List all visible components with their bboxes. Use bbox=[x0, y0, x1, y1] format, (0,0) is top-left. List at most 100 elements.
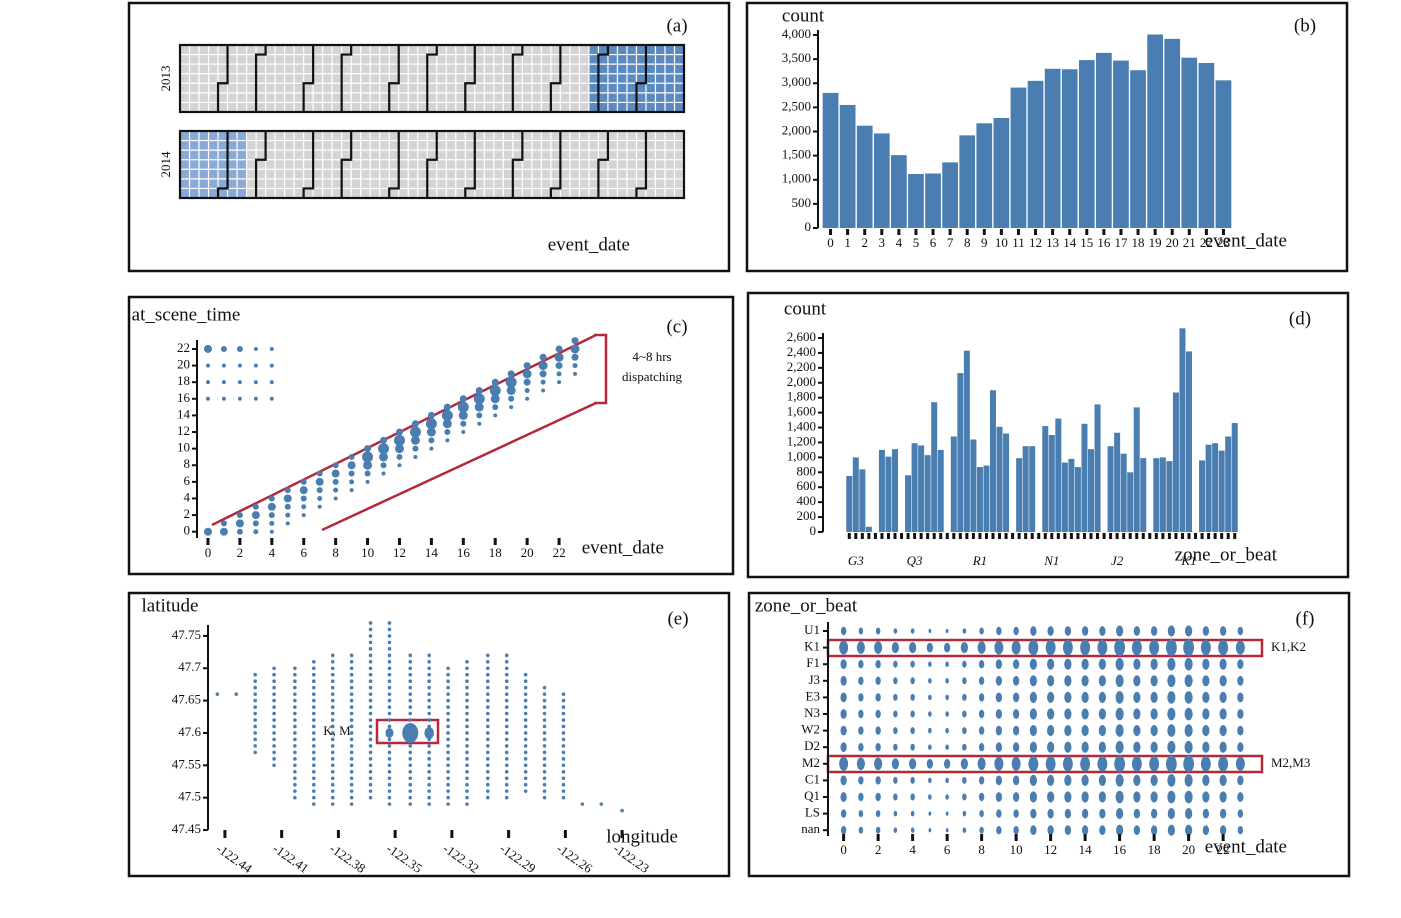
dot bbox=[368, 776, 373, 781]
point bbox=[523, 362, 531, 370]
dot bbox=[408, 672, 413, 677]
bubble bbox=[962, 677, 967, 685]
dot bbox=[349, 672, 354, 677]
point bbox=[300, 478, 307, 485]
month-boundary bbox=[302, 131, 315, 198]
dot bbox=[330, 744, 335, 748]
bubble bbox=[1098, 774, 1106, 787]
bubble bbox=[875, 726, 881, 735]
bubble bbox=[1149, 639, 1160, 656]
bubble bbox=[1047, 725, 1055, 737]
y-axis-title: count bbox=[784, 298, 827, 319]
bubble bbox=[1133, 626, 1141, 636]
dot bbox=[387, 802, 392, 806]
x-tick-label: 11 bbox=[1012, 235, 1025, 250]
category-tick bbox=[958, 533, 962, 539]
dot bbox=[523, 711, 528, 716]
bar bbox=[885, 456, 892, 532]
dot bbox=[387, 692, 392, 696]
bubble bbox=[1184, 674, 1193, 688]
bubble bbox=[1219, 658, 1227, 670]
dot bbox=[312, 776, 316, 781]
bubble bbox=[1184, 740, 1193, 754]
bubble bbox=[1114, 755, 1126, 773]
bubble bbox=[1047, 774, 1055, 787]
bubble bbox=[1131, 639, 1142, 656]
dot bbox=[427, 711, 431, 716]
category-tick bbox=[1148, 533, 1152, 539]
bubble bbox=[1047, 825, 1054, 836]
year-label: 2013 bbox=[158, 66, 173, 92]
dot bbox=[368, 653, 373, 658]
category-tick bbox=[863, 229, 867, 235]
dot bbox=[349, 737, 354, 742]
dot bbox=[523, 757, 528, 761]
x-tick-label: 23 bbox=[1217, 235, 1230, 250]
dot bbox=[446, 698, 450, 703]
dot bbox=[349, 705, 354, 709]
bubble bbox=[996, 626, 1002, 636]
y-tick-label: K1 bbox=[804, 639, 820, 654]
bar bbox=[950, 436, 957, 532]
bar bbox=[1061, 69, 1078, 228]
bubble bbox=[928, 777, 932, 784]
category-tick bbox=[1089, 533, 1093, 539]
category-tick bbox=[913, 533, 917, 539]
bubble bbox=[1029, 725, 1037, 737]
bubble bbox=[858, 743, 864, 752]
dot bbox=[465, 776, 469, 781]
x-tick-label: R1 bbox=[972, 553, 987, 568]
bubble bbox=[1237, 659, 1244, 670]
bar bbox=[1199, 460, 1206, 532]
x-tick-label: 7 bbox=[947, 235, 954, 250]
point bbox=[268, 495, 275, 502]
bubble bbox=[1115, 707, 1124, 721]
point bbox=[572, 363, 578, 369]
y-tick-label: 2,400 bbox=[787, 344, 816, 359]
bubble bbox=[995, 659, 1003, 670]
bar bbox=[1147, 34, 1163, 228]
dot bbox=[523, 672, 528, 677]
dot bbox=[486, 718, 490, 722]
dot bbox=[465, 659, 469, 664]
dot bbox=[368, 685, 373, 690]
dot bbox=[561, 711, 566, 716]
dot bbox=[523, 705, 528, 709]
bar bbox=[989, 390, 997, 532]
category-tick bbox=[1207, 533, 1211, 539]
dot bbox=[427, 776, 431, 781]
category-tick bbox=[893, 533, 897, 539]
bubble bbox=[1080, 756, 1091, 772]
dot bbox=[542, 744, 547, 748]
dot bbox=[465, 782, 469, 787]
bubble bbox=[840, 775, 847, 786]
x-tick-label: -122.44 bbox=[213, 841, 255, 877]
month-boundary bbox=[426, 131, 438, 198]
bar bbox=[859, 469, 866, 532]
dot bbox=[253, 705, 257, 709]
bubble bbox=[1012, 692, 1020, 703]
bubble bbox=[1167, 674, 1176, 688]
category-tick bbox=[1030, 533, 1034, 539]
y-tick-label: 8 bbox=[184, 456, 191, 471]
dot bbox=[523, 724, 528, 729]
dot bbox=[293, 763, 297, 768]
x-tick-label: -122.32 bbox=[440, 841, 481, 876]
dot bbox=[599, 802, 604, 806]
panel-label: (d) bbox=[1289, 308, 1311, 329]
dot bbox=[312, 711, 316, 716]
y-tick-label: 47.65 bbox=[172, 692, 201, 707]
point bbox=[236, 345, 243, 352]
bubble bbox=[891, 758, 899, 770]
point bbox=[347, 461, 356, 470]
point bbox=[570, 344, 580, 354]
bar bbox=[1074, 467, 1081, 532]
y-tick-label: D2 bbox=[804, 738, 820, 753]
bubble bbox=[928, 711, 932, 717]
bubble bbox=[1202, 725, 1210, 737]
dot-column bbox=[446, 666, 450, 806]
bubble bbox=[893, 727, 898, 735]
dot bbox=[465, 666, 469, 671]
y-tick-label: 18 bbox=[177, 373, 190, 388]
bubble bbox=[875, 776, 881, 785]
